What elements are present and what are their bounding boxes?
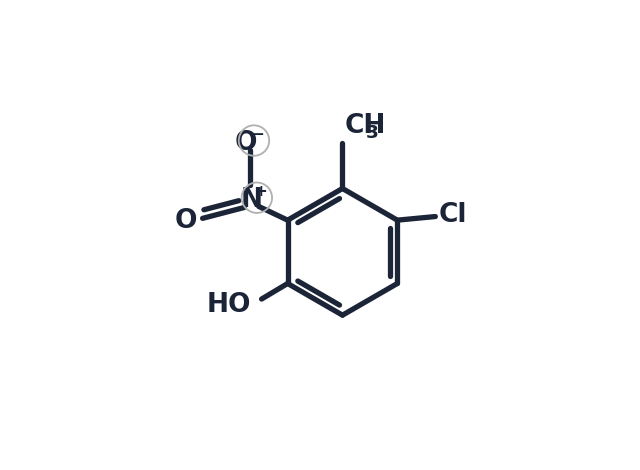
Text: 3: 3 bbox=[365, 124, 378, 142]
Text: N: N bbox=[241, 187, 262, 213]
Text: O: O bbox=[235, 130, 257, 156]
Text: HO: HO bbox=[207, 292, 252, 318]
Text: O: O bbox=[175, 208, 198, 234]
Text: Cl: Cl bbox=[439, 202, 467, 228]
Text: −: − bbox=[252, 127, 264, 142]
Text: +: + bbox=[255, 184, 268, 199]
Text: CH: CH bbox=[344, 113, 386, 139]
